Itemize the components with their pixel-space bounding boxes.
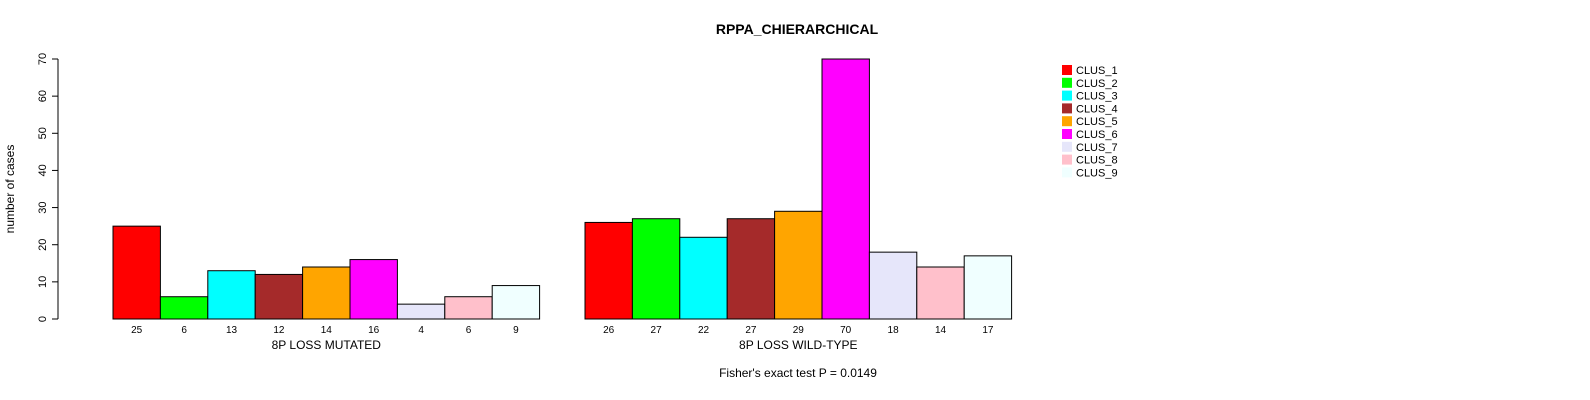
- legend-swatch: [1062, 129, 1072, 139]
- bar-clus-1-group-1: [112, 225, 161, 320]
- bar-clus-9-group-1: [491, 285, 541, 320]
- bar-count-label: 27: [745, 325, 757, 336]
- legend-swatch: [1062, 103, 1072, 114]
- bar-count-label: 22: [698, 325, 710, 336]
- legend: CLUS_1CLUS_2CLUS_3CLUS_4CLUS_5CLUS_6CLUS…: [1062, 65, 1118, 179]
- bar-count-label: 16: [368, 325, 380, 336]
- bar-count-label: 13: [226, 325, 238, 336]
- bar-count-label: 4: [418, 325, 424, 336]
- legend-swatch: [1062, 77, 1072, 88]
- bar-count-label: 6: [466, 325, 472, 336]
- legend-label: CLUS_1: [1076, 65, 1118, 77]
- legend-label: CLUS_5: [1076, 116, 1118, 128]
- legend-label: CLUS_2: [1076, 78, 1118, 90]
- bar-clus-7-group-1: [396, 303, 446, 320]
- legend-swatch: [1062, 141, 1072, 152]
- bar-count-label: 9: [513, 325, 519, 336]
- bar-count-label: 17: [982, 325, 994, 336]
- legend-swatch: [1062, 90, 1072, 101]
- legend-label: CLUS_6: [1076, 129, 1118, 141]
- bar-clus-9-group-2: [963, 255, 1013, 320]
- group-labels: 8P LOSS MUTATED 8P LOSS WILD-TYPE: [272, 338, 858, 352]
- bar-clus-2-group-1: [159, 296, 209, 320]
- bar-clus-5-group-1: [302, 266, 351, 320]
- legend-label: CLUS_3: [1076, 91, 1118, 103]
- bar-clus-7-group-2: [868, 251, 918, 320]
- y-tick-label: 10: [37, 276, 49, 288]
- group-label: 8P LOSS MUTATED: [272, 338, 382, 352]
- legend-swatch: [1062, 167, 1072, 178]
- bar-count-label: 26: [603, 325, 615, 336]
- bar-clus-3-group-2: [679, 236, 728, 320]
- legend-swatch: [1062, 116, 1072, 127]
- group-label: 8P LOSS WILD-TYPE: [739, 338, 857, 352]
- bar-clus-6-group-2: [821, 58, 870, 320]
- bar-count-label: 25: [131, 325, 143, 336]
- y-tick-label: 70: [37, 53, 49, 65]
- y-tick-label: 20: [37, 239, 49, 251]
- y-tick-label: 50: [37, 127, 49, 139]
- fisher-test-footnote: Fisher's exact test P = 0.0149: [719, 366, 877, 380]
- y-tick-label: 30: [37, 201, 49, 213]
- legend-label: CLUS_8: [1076, 155, 1118, 167]
- bar-count-label: 6: [181, 325, 187, 336]
- bar-clus-5-group-2: [774, 210, 823, 320]
- bar-clus-6-group-1: [349, 259, 398, 320]
- legend-label: CLUS_9: [1076, 167, 1118, 179]
- chart-title: RPPA_CHIERARCHICAL: [716, 21, 879, 37]
- y-axis: 0 10 20 30 40 50 60 70: [37, 53, 59, 322]
- bar-clus-8-group-2: [916, 266, 965, 320]
- y-axis-label: number of cases: [3, 145, 17, 234]
- bar-clus-1-group-2: [584, 221, 633, 320]
- bar-clus-2-group-2: [631, 218, 681, 320]
- bar-clus-3-group-1: [207, 270, 256, 320]
- bar-count-label: 14: [321, 325, 333, 336]
- bar-clus-8-group-1: [444, 296, 493, 320]
- bar-count-label: 70: [840, 325, 852, 336]
- legend-label: CLUS_4: [1076, 103, 1118, 115]
- bar-clus-4-group-2: [726, 218, 776, 320]
- bar-count-label: 18: [888, 325, 900, 336]
- bar-count-label: 27: [651, 325, 663, 336]
- legend-label: CLUS_7: [1076, 142, 1118, 154]
- y-tick-label: 40: [37, 164, 49, 176]
- y-tick-label: 0: [37, 316, 49, 322]
- legend-swatch: [1062, 154, 1072, 165]
- bar-count-label: 14: [935, 325, 947, 336]
- bar-count-label: 12: [273, 325, 285, 336]
- bar-clus-4-group-1: [254, 273, 304, 320]
- bar-count-label: 29: [793, 325, 805, 336]
- bars: 25 6 13 12 14 16 4 6 9 26 27 22 27 29 70 18 14 17: [112, 58, 1013, 336]
- y-tick-label: 60: [37, 90, 49, 102]
- legend-swatch: [1062, 65, 1072, 75]
